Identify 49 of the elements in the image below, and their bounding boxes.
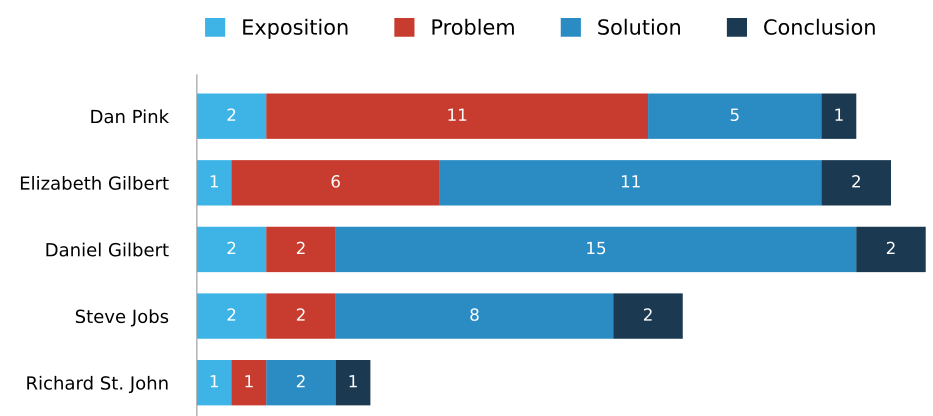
bar <box>232 160 440 206</box>
y-tick-label: Richard St. John <box>27 376 168 394</box>
y-tick-label: Dan Pink <box>91 109 170 124</box>
bar <box>196 94 266 139</box>
bar <box>196 226 266 272</box>
data-label: 2 <box>227 108 236 121</box>
data-label: 1 <box>835 108 843 121</box>
bar <box>266 293 336 339</box>
data-label: 1 <box>210 375 218 388</box>
bar <box>613 293 683 339</box>
data-label: 2 <box>886 242 895 254</box>
bar <box>336 226 856 272</box>
bar <box>196 293 266 339</box>
data-label: 2 <box>296 308 305 321</box>
data-label: 2 <box>227 242 236 254</box>
bar <box>822 94 856 139</box>
data-label: 15 <box>587 242 606 254</box>
bar <box>266 360 336 406</box>
legend-label: Problem <box>432 18 514 35</box>
legend-label: Solution <box>598 18 680 35</box>
data-label: 6 <box>332 175 340 188</box>
bar <box>266 226 336 272</box>
legend-label: Exposition <box>243 18 348 39</box>
data-label: 11 <box>448 108 466 121</box>
y-tick-label: Steve Jobs <box>76 309 168 327</box>
y-tick-label: Elizabeth Gilbert <box>20 176 169 190</box>
bar <box>856 226 926 272</box>
data-label: 1 <box>210 175 218 188</box>
bar <box>822 160 892 206</box>
data-label: 2 <box>644 308 652 321</box>
data-label: 2 <box>852 175 860 188</box>
legend-label: Conclusion <box>764 18 875 35</box>
data-label: 1 <box>350 375 357 388</box>
bar <box>336 360 370 406</box>
data-label: 11 <box>622 175 640 188</box>
bar <box>336 293 614 339</box>
bar <box>232 360 266 406</box>
bar <box>196 160 232 206</box>
data-label: 2 <box>227 308 236 321</box>
bar <box>440 160 822 206</box>
data-label: 8 <box>470 308 479 321</box>
data-label: 2 <box>296 242 305 254</box>
bar <box>266 94 648 139</box>
data-label: 1 <box>245 375 253 388</box>
bar <box>648 94 822 139</box>
bar <box>196 360 232 406</box>
y-tick-label: Daniel Gilbert <box>46 242 169 257</box>
data-label: 2 <box>296 374 305 388</box>
data-label: 5 <box>730 108 739 122</box>
